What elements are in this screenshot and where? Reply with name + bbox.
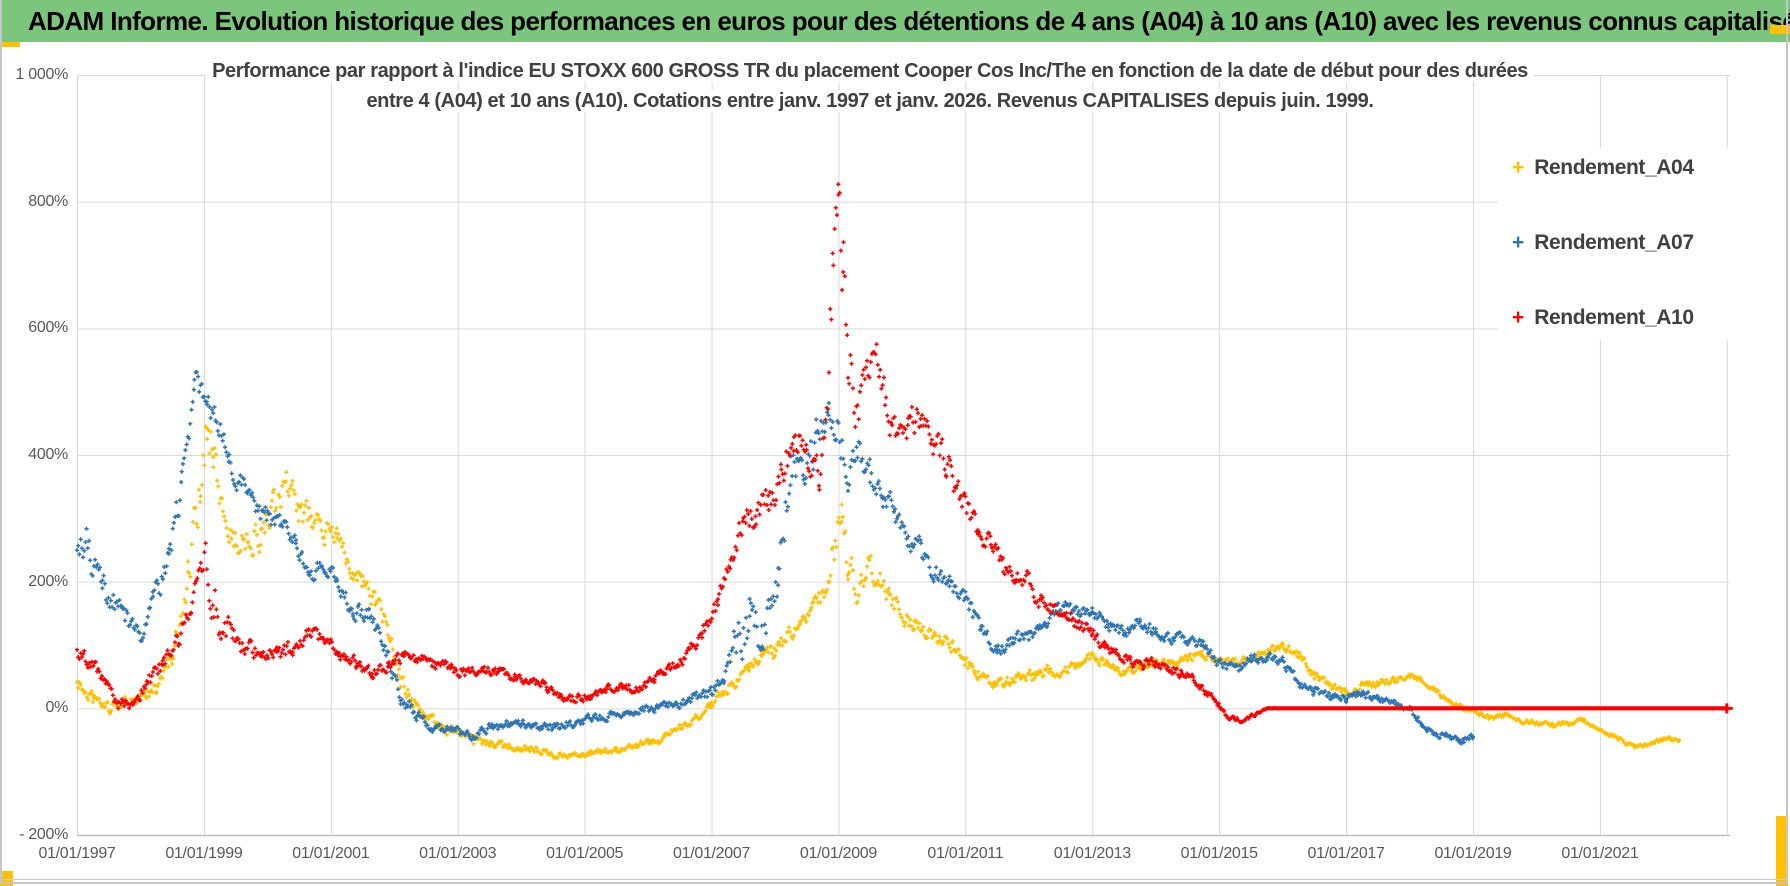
legend-item-label: Rendement_A10 xyxy=(1534,306,1694,329)
accent-corner-top-left xyxy=(0,42,20,47)
x-axis-tick-label: 01/01/1999 xyxy=(165,845,243,862)
chart-title: Performance par rapport à l'indice EU ST… xyxy=(80,56,1660,116)
x-axis-tick-label: 01/01/2019 xyxy=(1434,845,1512,862)
chart-legend[interactable]: + Rendement_A04 + Rendement_A07 + Rendement_A… xyxy=(1498,148,1734,340)
series-rendement_a10-end-marker xyxy=(1720,703,1733,714)
x-axis-tick-label: 01/01/2017 xyxy=(1307,845,1385,862)
y-axis-tick-label: 600% xyxy=(28,319,68,337)
y-axis-tick-label: 800% xyxy=(28,192,68,210)
report-header-bar: ADAM Informe. Evolution historique des p… xyxy=(0,0,1790,42)
legend-item-label: Rendement_A07 xyxy=(1534,231,1694,254)
x-axis-tick-label: 01/01/2005 xyxy=(546,845,624,862)
y-axis-tick-label: 1 000% xyxy=(15,66,69,83)
legend-item-rendement_a10[interactable]: + Rendement_A10 xyxy=(1512,306,1734,330)
x-axis-tick-label: 01/01/2001 xyxy=(292,845,370,862)
legend-item-label: Rendement_A04 xyxy=(1534,156,1694,179)
x-axis-tick-label: 01/01/2007 xyxy=(673,845,751,862)
accent-corner-bottom-right xyxy=(1776,816,1788,886)
legend-marker-icon: + xyxy=(1512,231,1525,254)
x-axis-tick-label: 01/01/2009 xyxy=(799,845,877,862)
y-axis-tick-label: 400% xyxy=(28,446,68,463)
plot-gridlines xyxy=(77,75,1730,836)
x-axis-tick-label: 01/01/2011 xyxy=(927,845,1004,862)
accent-corner-top-right xyxy=(1770,25,1790,34)
series-rendement_a10 xyxy=(74,182,1729,725)
series-rendement_a07 xyxy=(74,369,1476,746)
chart-title-line-1: Performance par rapport à l'indice EU ST… xyxy=(206,60,1534,82)
legend-item-rendement_a04[interactable]: + Rendement_A04 xyxy=(1512,156,1734,180)
y-axis-tick-label: 200% xyxy=(28,572,68,590)
x-axis-tick-label: 01/01/2021 xyxy=(1561,845,1639,862)
x-axis-tick-label: 01/01/2013 xyxy=(1053,845,1131,862)
x-axis-tick-label: 01/01/1997 xyxy=(38,845,116,862)
legend-item-rendement_a07[interactable]: + Rendement_A07 xyxy=(1512,231,1734,255)
bottom-divider xyxy=(2,879,1788,880)
x-axis-tick-label: 01/01/2015 xyxy=(1180,845,1258,862)
chart-title-line-2: entre 4 (A04) et 10 ans (A10). Cotations… xyxy=(360,90,1380,112)
y-axis-tick-label: 0% xyxy=(45,699,68,717)
y-axis-tick-label: - 200% xyxy=(19,826,68,843)
series-rendement_a04 xyxy=(74,424,1682,760)
report-title: ADAM Informe. Evolution historique des p… xyxy=(28,5,1790,36)
legend-marker-icon: + xyxy=(1512,156,1525,179)
legend-marker-icon: + xyxy=(1512,306,1525,329)
x-axis-tick-label: 01/01/2003 xyxy=(419,845,497,862)
